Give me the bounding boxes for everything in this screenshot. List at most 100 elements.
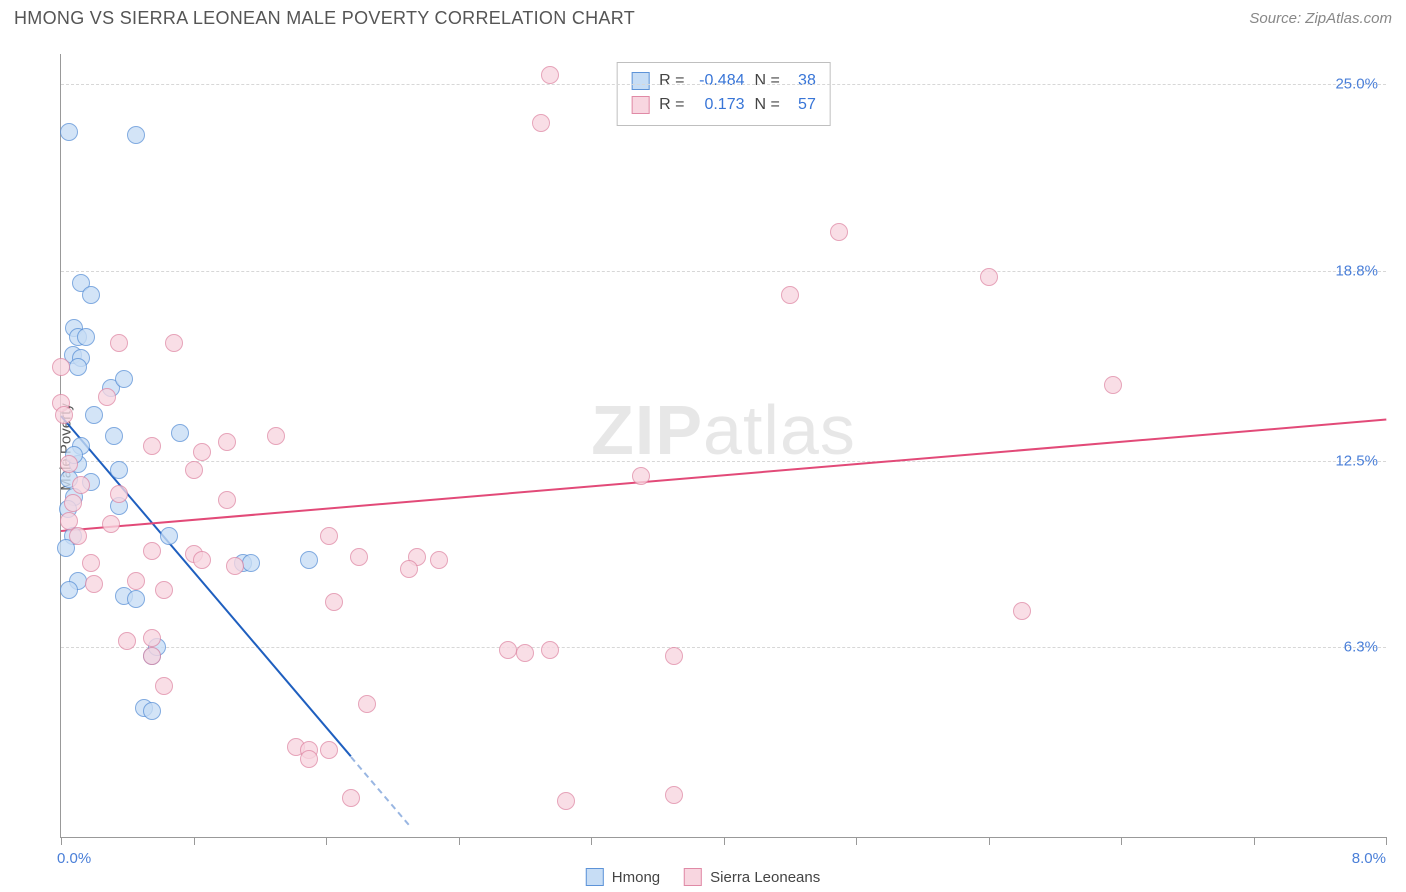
- y-tick-label: 25.0%: [1335, 76, 1378, 93]
- data-point-sierra: [516, 644, 534, 662]
- data-point-sierra: [64, 494, 82, 512]
- swatch-hmong: [586, 868, 604, 886]
- source-name: ZipAtlas.com: [1305, 10, 1392, 27]
- data-point-hmong: [85, 406, 103, 424]
- watermark-bold: ZIP: [591, 391, 703, 469]
- data-point-sierra: [85, 575, 103, 593]
- scatter-plot: ZIPatlas R = -0.484 N = 38 R = 0.173 N =…: [60, 54, 1386, 838]
- swatch-sierra: [631, 96, 649, 114]
- x-tick: [459, 837, 460, 845]
- swatch-sierra: [684, 868, 702, 886]
- gridline: [61, 461, 1386, 462]
- data-point-sierra: [1104, 376, 1122, 394]
- data-point-sierra: [499, 641, 517, 659]
- data-point-sierra: [143, 629, 161, 647]
- data-point-sierra: [82, 554, 100, 572]
- x-tick: [1254, 837, 1255, 845]
- legend-label-hmong: Hmong: [612, 869, 660, 886]
- source-attribution: Source: ZipAtlas.com: [1249, 10, 1392, 28]
- data-point-sierra: [400, 560, 418, 578]
- data-point-hmong: [60, 123, 78, 141]
- data-point-sierra: [358, 695, 376, 713]
- data-point-sierra: [320, 741, 338, 759]
- legend-label-sierra: Sierra Leoneans: [710, 869, 820, 886]
- chart-title: HMONG VS SIERRA LEONEAN MALE POVERTY COR…: [14, 8, 635, 29]
- data-point-sierra: [320, 527, 338, 545]
- data-point-sierra: [226, 557, 244, 575]
- data-point-sierra: [55, 406, 73, 424]
- data-point-sierra: [342, 789, 360, 807]
- r-value-sierra: 0.173: [695, 93, 745, 117]
- x-tick: [194, 837, 195, 845]
- legend-item-hmong: Hmong: [586, 868, 660, 886]
- data-point-hmong: [242, 554, 260, 572]
- data-point-sierra: [218, 491, 236, 509]
- x-tick: [989, 837, 990, 845]
- x-tick: [591, 837, 592, 845]
- source-prefix: Source:: [1249, 10, 1305, 27]
- trend-line-sierra: [61, 418, 1386, 531]
- data-point-hmong: [115, 370, 133, 388]
- watermark-light: atlas: [703, 391, 856, 469]
- data-point-sierra: [143, 542, 161, 560]
- data-point-sierra: [110, 334, 128, 352]
- data-point-sierra: [541, 66, 559, 84]
- series-legend: Hmong Sierra Leoneans: [586, 868, 820, 886]
- data-point-sierra: [665, 647, 683, 665]
- data-point-sierra: [632, 467, 650, 485]
- data-point-sierra: [541, 641, 559, 659]
- data-point-sierra: [72, 476, 90, 494]
- x-axis-min-label: 0.0%: [57, 850, 91, 867]
- data-point-sierra: [980, 268, 998, 286]
- data-point-sierra: [350, 548, 368, 566]
- data-point-sierra: [155, 581, 173, 599]
- correlation-legend: R = -0.484 N = 38 R = 0.173 N = 57: [616, 62, 831, 126]
- data-point-hmong: [127, 590, 145, 608]
- data-point-sierra: [143, 437, 161, 455]
- data-point-hmong: [127, 126, 145, 144]
- data-point-sierra: [557, 792, 575, 810]
- data-point-sierra: [532, 114, 550, 132]
- x-tick: [61, 837, 62, 845]
- r-value-hmong: -0.484: [695, 69, 745, 93]
- x-axis-max-label: 8.0%: [1352, 850, 1386, 867]
- watermark: ZIPatlas: [591, 390, 856, 470]
- n-label: N =: [755, 93, 780, 117]
- data-point-hmong: [160, 527, 178, 545]
- data-point-sierra: [110, 485, 128, 503]
- data-point-hmong: [110, 461, 128, 479]
- x-tick: [326, 837, 327, 845]
- data-point-hmong: [105, 427, 123, 445]
- data-point-sierra: [98, 388, 116, 406]
- data-point-sierra: [118, 632, 136, 650]
- data-point-sierra: [69, 527, 87, 545]
- trend-line-hmong: [60, 416, 351, 758]
- legend-row-sierra: R = 0.173 N = 57: [631, 93, 816, 117]
- data-point-sierra: [193, 551, 211, 569]
- data-point-sierra: [127, 572, 145, 590]
- n-value-sierra: 57: [790, 93, 816, 117]
- data-point-sierra: [665, 786, 683, 804]
- trend-line-dash-hmong: [350, 756, 409, 825]
- data-point-hmong: [143, 702, 161, 720]
- swatch-hmong: [631, 72, 649, 90]
- data-point-sierra: [155, 677, 173, 695]
- data-point-sierra: [830, 223, 848, 241]
- data-point-hmong: [82, 286, 100, 304]
- gridline: [61, 84, 1386, 85]
- data-point-sierra: [52, 358, 70, 376]
- chart-container: Male Poverty ZIPatlas R = -0.484 N = 38 …: [14, 40, 1392, 854]
- x-tick: [724, 837, 725, 845]
- gridline: [61, 271, 1386, 272]
- y-tick-label: 6.3%: [1344, 639, 1378, 656]
- r-label: R =: [659, 93, 684, 117]
- x-tick: [1121, 837, 1122, 845]
- y-tick-label: 18.8%: [1335, 262, 1378, 279]
- data-point-sierra: [267, 427, 285, 445]
- x-tick: [1386, 837, 1387, 845]
- data-point-sierra: [193, 443, 211, 461]
- data-point-sierra: [218, 433, 236, 451]
- y-tick-label: 12.5%: [1335, 452, 1378, 469]
- data-point-sierra: [60, 455, 78, 473]
- data-point-hmong: [60, 581, 78, 599]
